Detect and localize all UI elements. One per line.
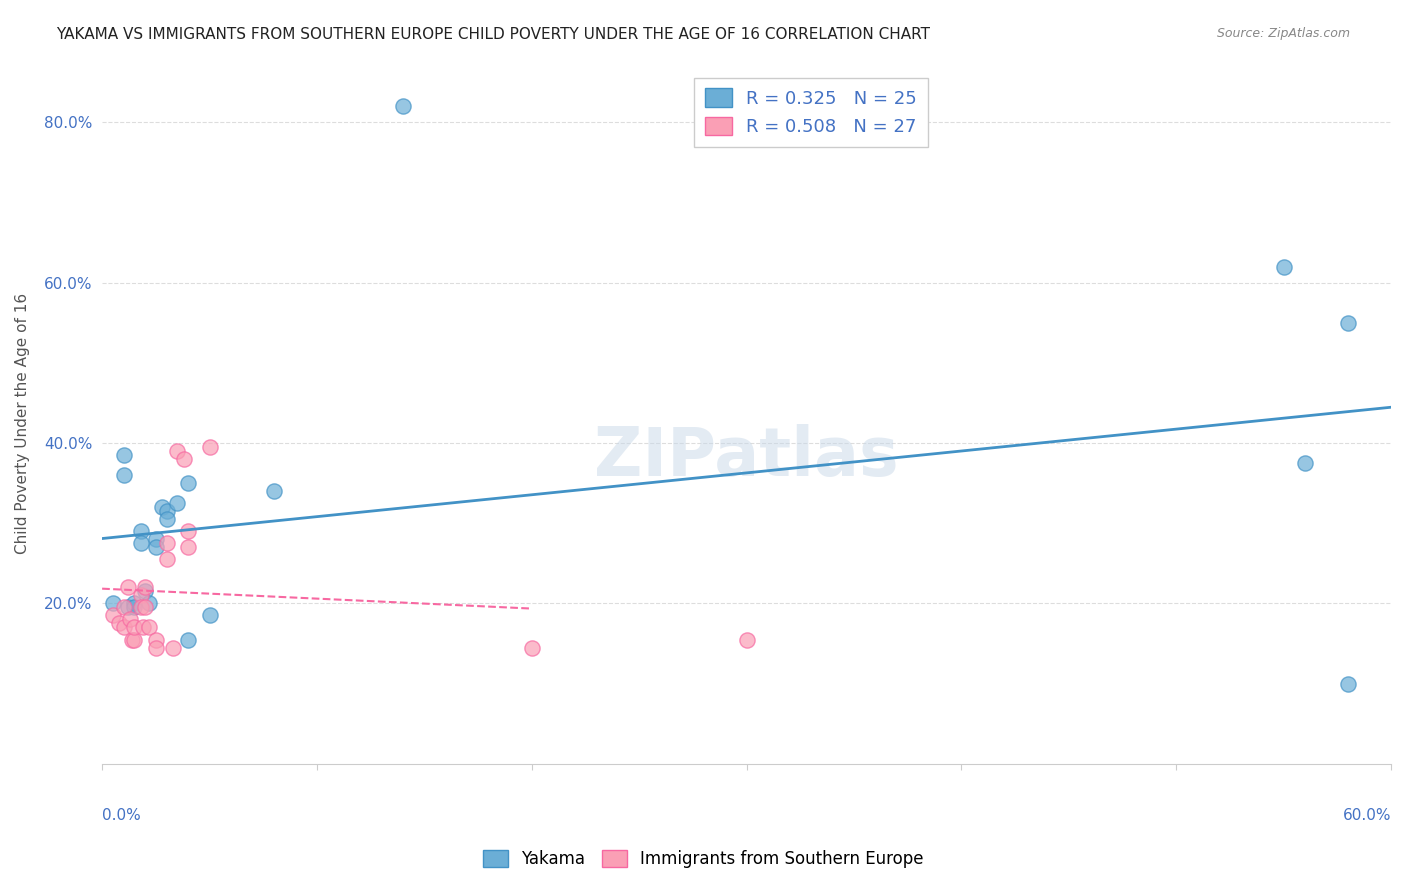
Point <box>155 504 177 518</box>
Point <box>735 632 758 647</box>
Point <box>121 632 143 647</box>
Point <box>198 440 221 454</box>
Point <box>112 448 135 462</box>
Point <box>145 533 167 547</box>
Text: 60.0%: 60.0% <box>1343 808 1391 823</box>
Point <box>134 584 156 599</box>
Point <box>145 541 167 555</box>
Point <box>118 612 141 626</box>
Point <box>108 616 131 631</box>
Point <box>177 476 200 491</box>
Point <box>134 581 156 595</box>
Point <box>173 452 195 467</box>
Point <box>1272 260 1295 274</box>
Point <box>155 536 177 550</box>
Legend: Yakama, Immigrants from Southern Europe: Yakama, Immigrants from Southern Europe <box>475 843 931 875</box>
Text: YAKAMA VS IMMIGRANTS FROM SOUTHERN EUROPE CHILD POVERTY UNDER THE AGE OF 16 CORR: YAKAMA VS IMMIGRANTS FROM SOUTHERN EUROP… <box>56 27 931 42</box>
Point <box>101 608 124 623</box>
Point <box>112 600 135 615</box>
Point <box>129 600 152 615</box>
Point <box>198 608 221 623</box>
Point <box>166 444 188 458</box>
Point <box>1337 316 1360 330</box>
Point <box>150 500 173 515</box>
Point <box>124 632 146 647</box>
Point <box>138 620 160 634</box>
Point <box>124 600 146 615</box>
Point <box>1294 456 1316 470</box>
Point <box>263 484 285 499</box>
Point <box>177 632 200 647</box>
Point <box>145 640 167 655</box>
Point <box>112 468 135 483</box>
Point <box>177 524 200 539</box>
Point <box>132 620 155 634</box>
Point <box>138 597 160 611</box>
Point <box>129 524 152 539</box>
Point <box>129 589 152 603</box>
Point <box>162 640 184 655</box>
Point <box>166 496 188 510</box>
Point <box>117 600 139 615</box>
Point <box>117 581 139 595</box>
Point <box>129 536 152 550</box>
Y-axis label: Child Poverty Under the Age of 16: Child Poverty Under the Age of 16 <box>15 293 30 554</box>
Point <box>177 541 200 555</box>
Text: ZIPatlas: ZIPatlas <box>595 424 898 490</box>
Legend: R = 0.325   N = 25, R = 0.508   N = 27: R = 0.325 N = 25, R = 0.508 N = 27 <box>695 78 928 147</box>
Point <box>134 600 156 615</box>
Point <box>155 512 177 526</box>
Point <box>124 620 146 634</box>
Point <box>520 640 543 655</box>
Point <box>101 597 124 611</box>
Point <box>392 99 415 113</box>
Point <box>112 620 135 634</box>
Point <box>155 552 177 566</box>
Text: Source: ZipAtlas.com: Source: ZipAtlas.com <box>1216 27 1350 40</box>
Text: 0.0%: 0.0% <box>103 808 141 823</box>
Point <box>124 597 146 611</box>
Point <box>1337 676 1360 690</box>
Point <box>145 632 167 647</box>
